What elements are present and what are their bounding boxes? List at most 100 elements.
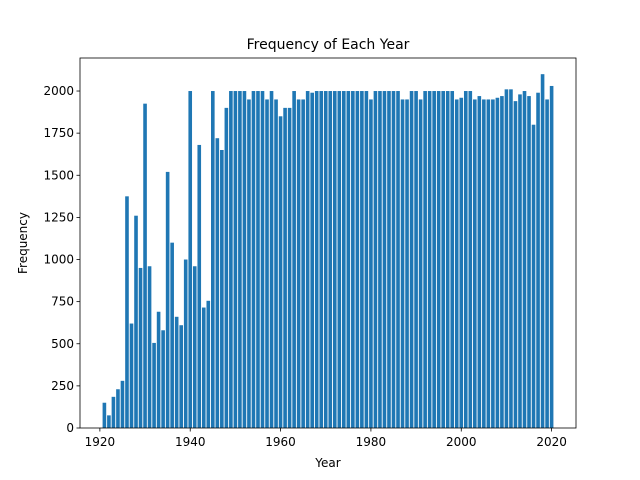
bar	[382, 91, 387, 428]
bar	[491, 99, 495, 428]
y-tick-label: 1000	[43, 253, 74, 267]
bar	[197, 144, 202, 429]
bar	[486, 99, 491, 428]
bar	[165, 171, 170, 428]
x-tick-label: 2020	[536, 435, 567, 449]
y-tick-label: 1750	[43, 126, 74, 140]
bar	[143, 103, 147, 429]
bar	[346, 91, 351, 428]
bar	[179, 325, 183, 428]
bar	[161, 330, 165, 428]
bar	[283, 107, 287, 428]
bar	[400, 99, 405, 428]
bar	[387, 91, 391, 428]
bar	[522, 91, 527, 428]
bar	[504, 89, 509, 428]
bar	[369, 99, 373, 428]
x-tick-label: 1980	[356, 435, 387, 449]
bar	[201, 307, 206, 428]
bar	[301, 99, 305, 428]
bar	[188, 91, 193, 428]
bar	[211, 91, 215, 428]
x-tick-label: 1940	[175, 435, 206, 449]
bar	[495, 97, 500, 428]
bar	[206, 300, 211, 428]
bar	[183, 259, 188, 428]
bar	[540, 74, 545, 428]
bar	[509, 89, 513, 428]
bar	[292, 91, 296, 428]
bar	[445, 91, 450, 428]
bar	[427, 91, 432, 428]
bar	[192, 266, 197, 428]
y-tick-label: 2000	[43, 84, 74, 98]
bar	[432, 91, 436, 428]
bar	[351, 91, 355, 428]
chart-title: Frequency of Each Year	[247, 37, 410, 53]
bar	[120, 380, 125, 428]
y-tick-label: 0	[66, 421, 74, 435]
bar	[441, 91, 445, 428]
bar	[134, 215, 138, 428]
y-tick-label: 1500	[43, 168, 74, 182]
bar	[477, 96, 482, 429]
bar	[527, 96, 531, 429]
x-tick-label: 1920	[85, 435, 116, 449]
bar	[355, 91, 360, 428]
bar	[170, 242, 174, 428]
bar	[418, 99, 423, 428]
bar	[242, 91, 247, 428]
bar	[233, 91, 238, 428]
bar	[215, 138, 220, 428]
bar	[332, 91, 337, 428]
bar	[305, 91, 310, 428]
plot-frame	[79, 57, 577, 429]
bar	[269, 91, 274, 428]
bar	[396, 91, 400, 428]
bar	[373, 91, 378, 428]
bar	[342, 91, 346, 428]
bar	[536, 92, 540, 429]
bar	[364, 91, 369, 428]
bar	[378, 91, 382, 428]
bar	[111, 396, 116, 428]
bar	[463, 91, 468, 428]
bar	[323, 91, 328, 428]
bar	[138, 267, 143, 428]
bar	[319, 91, 324, 428]
bar	[229, 91, 233, 428]
bar	[116, 389, 120, 428]
bar	[436, 91, 441, 428]
bar	[518, 94, 522, 429]
bar	[468, 91, 473, 428]
bar	[107, 415, 111, 428]
bar	[360, 91, 364, 428]
bar	[450, 91, 455, 428]
x-tick-label: 1960	[265, 435, 296, 449]
bar	[391, 91, 396, 428]
bar	[274, 99, 278, 428]
bar	[314, 91, 319, 428]
x-tick-label: 2000	[446, 435, 477, 449]
bar	[278, 116, 283, 428]
bar	[310, 92, 314, 429]
bar	[247, 99, 251, 428]
bar	[125, 196, 129, 428]
bar	[549, 85, 554, 429]
bar	[265, 99, 269, 428]
bar	[328, 91, 333, 428]
y-axis-label: Frequency	[16, 212, 30, 274]
x-axis-label: Year	[314, 456, 340, 470]
y-tick-label: 750	[51, 295, 74, 309]
y-tick-label: 500	[51, 337, 74, 351]
bar	[174, 316, 179, 428]
bar	[459, 97, 464, 428]
y-tick-label: 1250	[43, 210, 74, 224]
bar	[405, 99, 409, 428]
bar	[256, 91, 260, 428]
bar	[409, 91, 414, 428]
bar	[102, 402, 107, 428]
y-tick-label: 250	[51, 379, 74, 393]
bar	[337, 91, 342, 428]
